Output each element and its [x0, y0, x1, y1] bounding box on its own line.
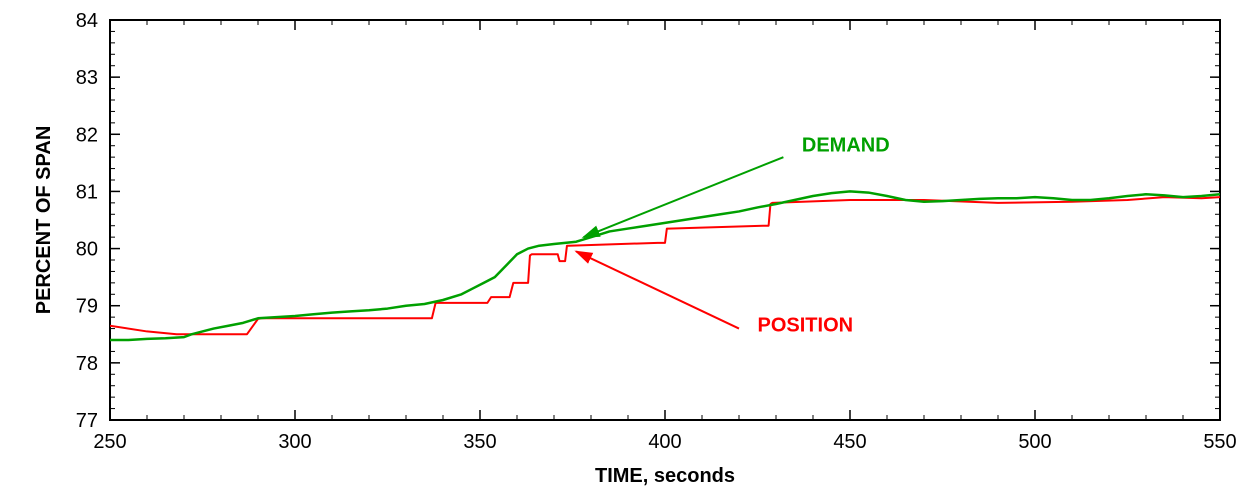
svg-text:79: 79 [76, 296, 98, 318]
svg-text:400: 400 [648, 431, 681, 453]
svg-text:84: 84 [76, 10, 98, 32]
svg-text:PERCENT OF SPAN: PERCENT OF SPAN [33, 126, 55, 315]
svg-text:80: 80 [76, 239, 98, 261]
svg-text:300: 300 [278, 431, 311, 453]
svg-text:500: 500 [1018, 431, 1051, 453]
svg-text:450: 450 [833, 431, 866, 453]
svg-text:DEMAND: DEMAND [802, 134, 890, 156]
svg-text:POSITION: POSITION [758, 314, 854, 336]
svg-text:78: 78 [76, 353, 98, 375]
chart-container: 250 300 350 400 450 500 550 TIME, seconds 77 78 79… [0, 0, 1250, 500]
line-chart: 250 300 350 400 450 500 550 TIME, seconds 77 78 79… [0, 0, 1250, 500]
svg-text:77: 77 [76, 410, 98, 432]
svg-text:81: 81 [76, 181, 98, 203]
svg-text:250: 250 [93, 431, 126, 453]
svg-text:TIME, seconds: TIME, seconds [595, 465, 735, 487]
svg-text:550: 550 [1203, 431, 1236, 453]
svg-text:350: 350 [463, 431, 496, 453]
svg-text:82: 82 [76, 124, 98, 146]
svg-text:83: 83 [76, 67, 98, 89]
